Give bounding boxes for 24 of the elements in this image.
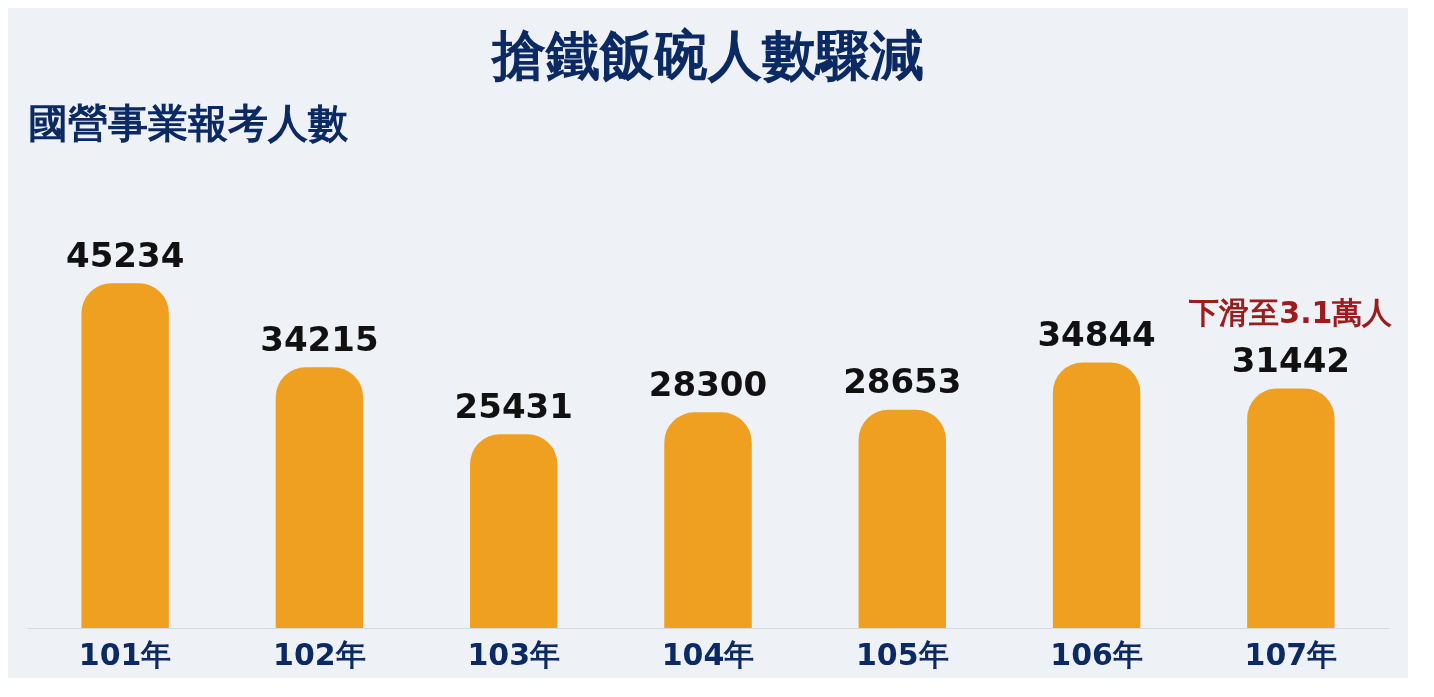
bar	[81, 283, 169, 628]
data-label: 28653	[843, 361, 962, 402]
data-label: 28300	[648, 364, 768, 405]
data-label: 25431	[454, 386, 573, 427]
bar	[470, 434, 558, 628]
data-label: 45234	[65, 235, 185, 276]
data-label: 34844	[1037, 314, 1156, 355]
annotation: 下滑至3.1萬人	[1188, 295, 1394, 331]
bar	[664, 412, 752, 628]
chart-title: 搶鐵飯碗人數驟減	[490, 24, 924, 88]
bar	[275, 367, 364, 628]
x-tick-label: 107年	[1244, 636, 1338, 672]
x-tick-label: 103年	[467, 636, 561, 672]
bar	[1052, 362, 1141, 628]
x-tick-label: 101年	[78, 636, 172, 672]
x-tick-label: 106年	[1050, 636, 1143, 672]
chart-subtitle: 國營事業報考人數	[28, 100, 349, 147]
x-tick-label: 104年	[661, 636, 755, 672]
x-tick-label: 102年	[273, 636, 366, 672]
x-tick-label: 105年	[855, 636, 949, 672]
data-label: 31442	[1231, 340, 1351, 381]
bar	[858, 409, 946, 628]
data-label: 34215	[260, 319, 379, 360]
bar	[1247, 388, 1335, 628]
